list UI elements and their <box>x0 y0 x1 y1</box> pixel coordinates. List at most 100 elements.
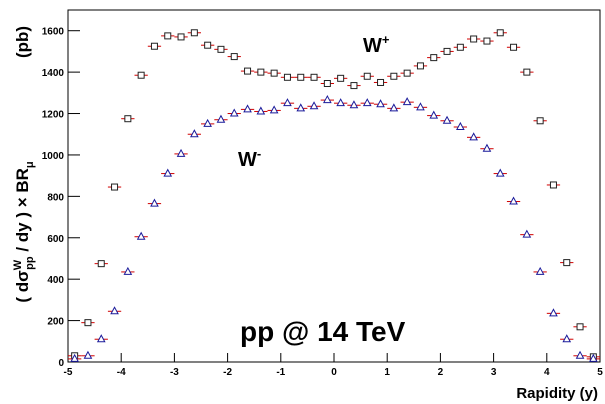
x-tick-label: 3 <box>491 367 497 378</box>
annotation: W+ <box>363 32 390 57</box>
marker-triangle <box>442 115 452 124</box>
marker-square <box>244 67 252 75</box>
y-axis-label-part: ( dσ <box>13 270 32 303</box>
marker-square <box>310 73 318 81</box>
marker-triangle <box>296 103 306 112</box>
x-tick-label: 0 <box>331 367 337 378</box>
marker-triangle <box>123 266 133 275</box>
marker-square <box>270 69 278 77</box>
x-tick-label: 1 <box>384 367 390 378</box>
marker-triangle <box>83 350 93 359</box>
marker-triangle <box>70 353 79 362</box>
marker-triangle <box>402 97 412 106</box>
marker-square <box>549 181 557 189</box>
marker-triangle <box>150 198 159 207</box>
marker-triangle <box>495 168 505 177</box>
marker-triangle <box>323 95 332 104</box>
marker-square <box>363 72 371 80</box>
marker-triangle <box>509 196 518 205</box>
marker-triangle <box>203 118 212 127</box>
y-axis-label: ( dσWpp / dy ) × BRμ <box>12 161 36 302</box>
y-tick-label: 600 <box>47 234 64 245</box>
y-tick-label: 1600 <box>42 27 65 38</box>
y-tick-label: 0 <box>58 358 64 369</box>
marker-square <box>443 47 451 55</box>
marker-square <box>390 72 398 80</box>
y-tick-label: 1200 <box>42 110 65 121</box>
marker-square <box>496 29 504 37</box>
marker-square <box>257 68 265 76</box>
x-tick-label: -3 <box>170 367 179 378</box>
x-tick-label: -2 <box>223 367 232 378</box>
marker-square <box>111 183 119 191</box>
marker-square <box>97 260 105 268</box>
marker-triangle <box>549 308 558 317</box>
marker-triangle <box>482 143 492 152</box>
marker-triangle <box>136 231 146 240</box>
marker-square <box>523 68 531 76</box>
marker-triangle <box>429 110 439 119</box>
marker-triangle <box>176 148 186 157</box>
marker-square <box>536 117 544 125</box>
y-tick-label: 800 <box>47 192 64 203</box>
marker-square <box>510 43 518 51</box>
marker-triangle <box>309 101 319 110</box>
annotation-text: W <box>363 35 382 57</box>
annotation-sup: - <box>257 146 261 161</box>
y-tick-label: 1400 <box>42 68 65 79</box>
marker-square <box>217 45 225 53</box>
marker-triangle <box>535 266 545 275</box>
annotation: W- <box>238 146 261 171</box>
marker-triangle <box>256 106 266 115</box>
y-axis-label-part: / dy ) × BR <box>13 168 32 256</box>
y-axis-unit: (pb) <box>13 26 32 58</box>
y-axis-label-part: pp <box>24 256 36 270</box>
marker-square <box>323 80 331 88</box>
x-tick-label: 5 <box>597 367 603 378</box>
marker-triangle <box>163 168 173 177</box>
marker-square <box>403 69 411 77</box>
marker-square <box>124 115 132 123</box>
marker-triangle <box>269 105 279 114</box>
x-axis-label: Rapidity (y) <box>516 385 598 402</box>
marker-square <box>84 319 92 327</box>
marker-triangle <box>216 114 226 123</box>
marker-triangle <box>283 98 292 107</box>
y-tick-label: 1000 <box>42 151 65 162</box>
marker-square <box>164 32 172 40</box>
marker-square <box>177 33 185 41</box>
annotation: pp @ 14 TeV <box>240 316 406 347</box>
marker-triangle <box>229 108 239 117</box>
marker-square <box>204 41 212 49</box>
y-axis-label-part: W <box>12 259 24 270</box>
marker-triangle <box>96 334 106 343</box>
x-tick-label: -1 <box>276 367 285 378</box>
marker-triangle <box>562 334 572 343</box>
x-tick-label: -4 <box>117 367 126 378</box>
marker-triangle <box>376 99 385 108</box>
y-tick-label: 400 <box>47 275 64 286</box>
marker-triangle <box>456 121 465 130</box>
marker-triangle <box>110 306 119 315</box>
marker-square <box>576 323 584 331</box>
marker-square <box>337 74 345 82</box>
marker-square <box>377 78 385 86</box>
marker-triangle <box>589 353 598 362</box>
annotation-text: W <box>238 149 257 171</box>
y-axis-label-part: μ <box>24 161 36 168</box>
x-tick-label: 4 <box>544 367 550 378</box>
annotation-sup: + <box>382 32 390 47</box>
marker-triangle <box>469 132 478 141</box>
marker-square <box>230 53 238 61</box>
marker-square <box>456 43 464 51</box>
marker-triangle <box>336 98 345 107</box>
marker-triangle <box>243 104 252 113</box>
marker-square <box>416 62 424 70</box>
marker-triangle <box>416 102 425 111</box>
marker-square <box>297 73 305 81</box>
x-tick-label: -5 <box>64 367 73 378</box>
marker-triangle <box>522 229 532 238</box>
marker-square <box>430 54 438 62</box>
y-tick-label: 200 <box>47 317 64 328</box>
